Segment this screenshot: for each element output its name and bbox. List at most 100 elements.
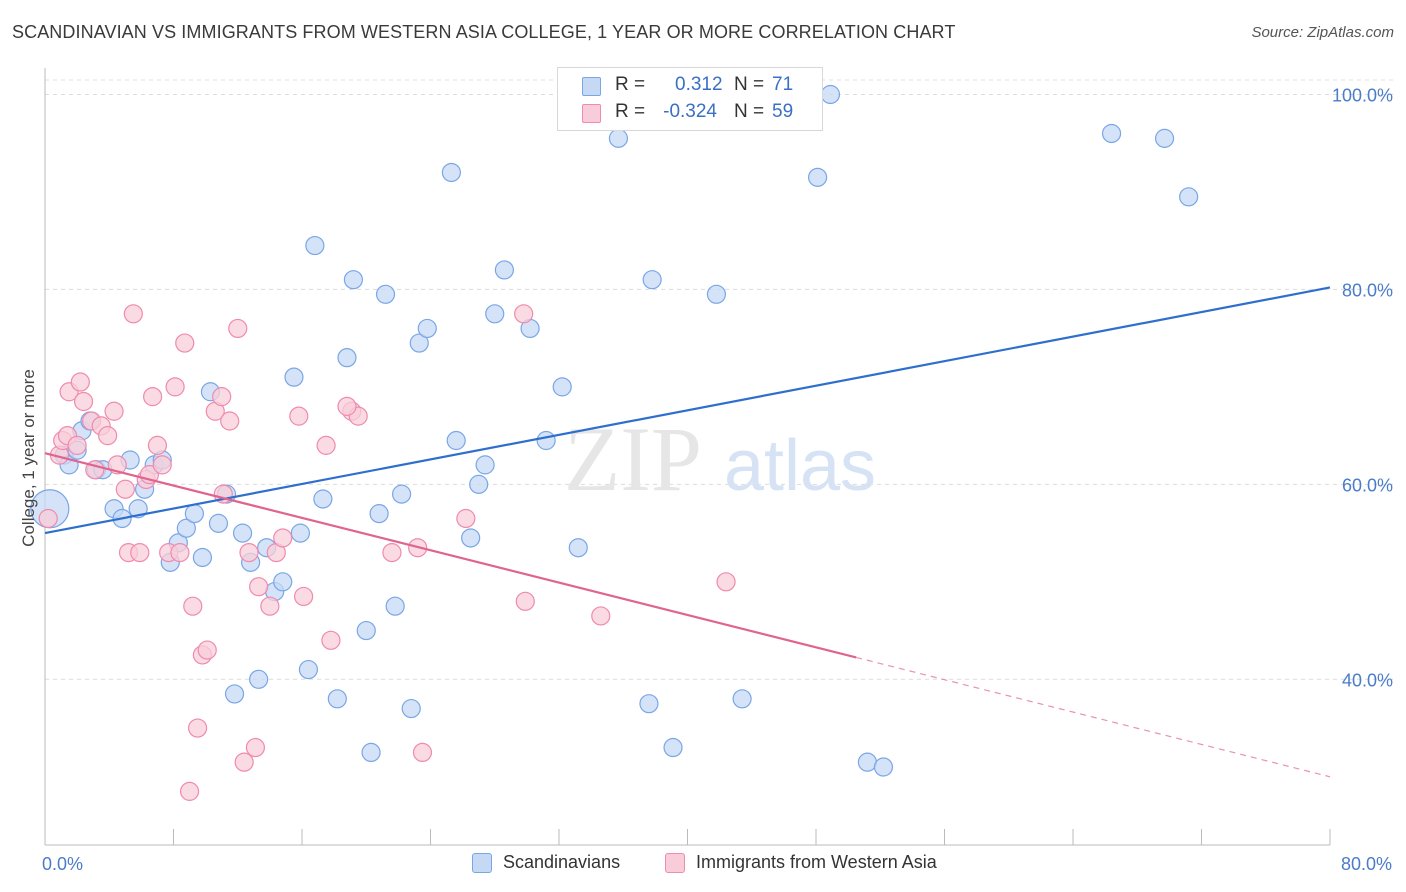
point-western-asia xyxy=(98,426,118,446)
axes xyxy=(44,68,1331,846)
point-western-asia xyxy=(514,304,534,324)
point-scandinavian xyxy=(409,333,429,353)
point-western-asia xyxy=(38,508,58,529)
legend-row-immigrants: R = -0.324 N = 59 xyxy=(558,101,822,127)
point-western-asia xyxy=(316,435,336,455)
point-scandinavian xyxy=(327,689,347,709)
point-western-asia xyxy=(228,318,248,339)
y-tick-label: 80.0% xyxy=(1342,280,1393,300)
point-scandinavian xyxy=(401,698,421,719)
point-western-asia xyxy=(249,577,269,597)
point-scandinavian xyxy=(375,284,396,304)
point-scandinavian xyxy=(536,430,556,451)
y-tick-label: 100.0% xyxy=(1332,85,1393,105)
point-scandinavian xyxy=(224,684,245,704)
point-western-asia xyxy=(239,542,259,563)
point-scandinavian xyxy=(642,270,662,290)
point-scandinavian xyxy=(192,547,213,568)
point-scandinavian xyxy=(446,430,466,451)
point-western-asia xyxy=(175,333,195,353)
y-axis-title: College, 1 year or more xyxy=(19,369,38,547)
point-western-asia xyxy=(187,718,208,738)
legend-n-label: N = xyxy=(734,101,765,122)
point-scandinavian xyxy=(337,348,357,368)
legend-r-value: 0.312 xyxy=(675,74,723,95)
point-scandinavian xyxy=(385,596,405,616)
point-western-asia xyxy=(591,606,611,626)
point-scandinavian xyxy=(305,235,325,256)
point-scandinavian xyxy=(356,620,376,641)
gridlines xyxy=(45,79,1393,680)
point-western-asia xyxy=(412,742,433,763)
point-scandinavian xyxy=(1154,128,1175,148)
trend-line-scandinavians xyxy=(44,286,1331,535)
point-scandinavian xyxy=(475,455,495,475)
point-scandinavian xyxy=(232,523,253,543)
x-tick-label: 80.0% xyxy=(1341,854,1392,874)
point-western-asia xyxy=(515,591,535,611)
point-western-asia xyxy=(289,406,309,426)
point-western-asia xyxy=(104,401,124,421)
point-western-asia xyxy=(165,377,185,397)
bottom-legend-swatch-blue xyxy=(472,853,492,873)
watermark-atlas: atlas xyxy=(724,426,876,506)
point-scandinavian xyxy=(441,162,461,183)
correlation-legend: R = 0.312 N = 71 R = -0.324 N = 59 xyxy=(557,67,823,131)
point-western-asia xyxy=(456,508,476,529)
point-scandinavian xyxy=(461,528,481,548)
point-western-asia xyxy=(245,737,266,758)
legend-row-scandinavians: R = 0.312 N = 71 xyxy=(558,74,822,100)
point-western-asia xyxy=(273,528,293,548)
point-western-asia xyxy=(260,596,280,616)
point-western-asia xyxy=(183,596,203,616)
bottom-legend-label: Immigrants from Western Asia xyxy=(696,852,937,872)
point-scandinavian xyxy=(343,270,363,290)
point-western-asia xyxy=(212,387,232,407)
point-scandinavian xyxy=(808,167,828,187)
trend-lines xyxy=(44,286,1331,778)
legend-n-label: N = xyxy=(734,74,765,95)
trend-line-western-asia-extrapolated xyxy=(856,656,1331,778)
legend-swatch-pink xyxy=(582,104,601,123)
legend-swatch-blue xyxy=(582,77,601,96)
point-scandinavian xyxy=(857,752,878,772)
point-scandinavian xyxy=(184,504,204,524)
source-credit: Source: ZipAtlas.com xyxy=(1251,24,1394,41)
point-scandinavian xyxy=(663,737,683,758)
point-western-asia xyxy=(143,387,163,407)
point-scandinavian xyxy=(273,572,293,592)
point-western-asia xyxy=(220,411,240,431)
point-western-asia xyxy=(152,455,172,475)
legend-r-label: R = xyxy=(615,74,646,95)
point-western-asia xyxy=(179,781,200,801)
watermark: ZIP atlas xyxy=(564,408,876,510)
point-western-asia xyxy=(294,586,314,607)
point-western-asia xyxy=(382,542,402,563)
point-scandinavian xyxy=(1179,187,1199,207)
point-scandinavian xyxy=(1101,123,1122,144)
point-scandinavian xyxy=(820,84,841,105)
point-western-asia xyxy=(147,435,168,455)
point-scandinavian xyxy=(298,659,319,680)
y-tick-label: 60.0% xyxy=(1342,475,1393,495)
point-scandinavian xyxy=(552,377,572,397)
point-western-asia xyxy=(73,391,94,412)
point-scandinavian xyxy=(361,742,381,763)
legend-r-label: R = xyxy=(615,101,646,122)
point-western-asia xyxy=(115,479,135,499)
point-scandinavian xyxy=(485,304,505,324)
point-western-asia xyxy=(337,396,357,416)
point-scandinavian xyxy=(732,689,752,709)
point-scandinavian xyxy=(391,484,412,504)
point-scandinavian xyxy=(469,474,489,494)
point-western-asia xyxy=(321,630,341,650)
point-scandinavian xyxy=(176,518,196,538)
point-scandinavian xyxy=(290,523,310,543)
point-scandinavian xyxy=(608,128,629,148)
legend-r-value: -0.324 xyxy=(663,101,717,122)
axis-labels: 40.0% 60.0% 80.0% 100.0% 0.0% 80.0% xyxy=(42,85,1393,874)
point-scandinavian xyxy=(128,499,148,519)
point-western-asia xyxy=(234,752,254,772)
point-western-asia xyxy=(123,304,143,324)
point-scandinavian xyxy=(639,694,659,714)
